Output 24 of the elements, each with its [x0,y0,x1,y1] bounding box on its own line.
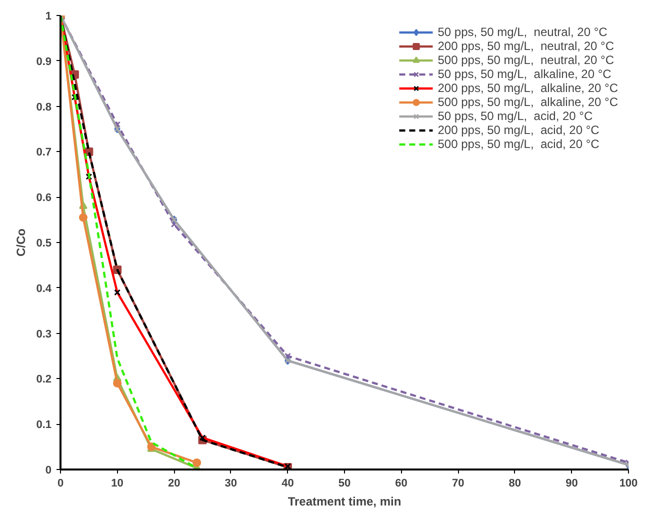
y-tick-label: 0.5 [36,238,52,250]
x-tick-label: 90 [566,478,578,490]
x-tick-label: 10 [111,478,124,490]
y-axis-title: C/Co [14,228,28,256]
y-tick-label: 0 [45,464,52,476]
x-tick-label: 0 [57,478,64,490]
x-tick-label: 60 [395,478,408,490]
x-tick-label: 20 [168,478,180,490]
y-tick-label: 0.6 [36,192,52,204]
y-tick-label: 0.7 [36,146,52,159]
y-tick-label: 0.3 [36,328,52,340]
x-tick-label: 50 [338,478,351,490]
y-tick-label: 0.1 [36,419,52,432]
x-tick-label: 100 [619,478,638,490]
y-tick-label: 0.9 [36,56,52,68]
y-tick-label: 1 [45,10,52,22]
x-axis-title: Treatment time, min [288,494,402,508]
x-tick-label: 40 [282,478,294,490]
y-tick-label: 0.2 [36,374,52,386]
y-tick-label: 0.8 [36,101,52,114]
x-tick-label: 30 [224,478,238,490]
x-tick-label: 80 [508,478,522,490]
x-tick-label: 70 [452,478,464,490]
y-tick-label: 0.4 [36,282,52,295]
